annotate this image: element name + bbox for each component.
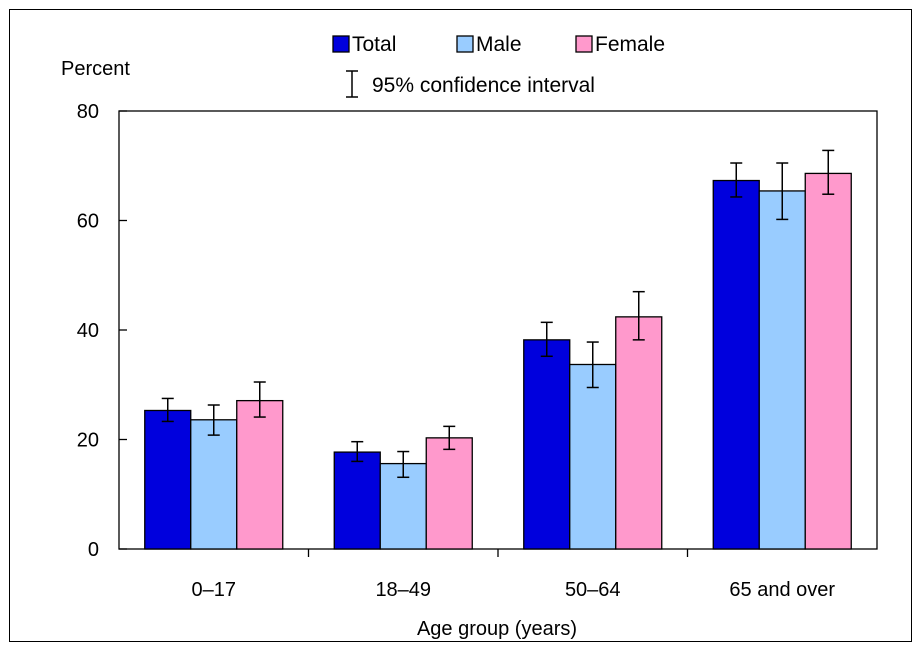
legend-swatch-female xyxy=(575,35,593,53)
y-tick-label: 0 xyxy=(88,539,99,561)
x-tick-label: 18–49 xyxy=(375,579,431,601)
legend-label-ci: 95% confidence interval xyxy=(372,74,595,97)
x-tick-label: 0–17 xyxy=(192,579,237,601)
x-tick-label: 50–64 xyxy=(565,579,621,601)
bar-total-0 xyxy=(144,409,192,550)
y-tick-label: 40 xyxy=(77,320,99,342)
y-tick-label: 20 xyxy=(77,430,99,452)
bar-total-2 xyxy=(523,339,571,550)
bar-total-1 xyxy=(333,451,381,550)
legend-swatch-male xyxy=(456,35,474,53)
legend-label-total: Total xyxy=(352,33,396,56)
bar-female-2 xyxy=(615,316,663,550)
bars xyxy=(144,172,852,550)
y-axis-title: Percent xyxy=(61,58,130,80)
axes xyxy=(118,110,878,557)
y-tick-label: 80 xyxy=(77,101,99,123)
legend-label-female: Female xyxy=(595,33,665,56)
legend: Total Male Female 95% confidence interva… xyxy=(332,33,665,98)
x-axis-title: Age group (years) xyxy=(417,618,577,640)
bar-male-3 xyxy=(758,190,806,550)
bar-female-1 xyxy=(425,437,473,550)
tick-labels: 0 20 40 60 80 0–17 18–49 50–64 65 and over xyxy=(77,101,836,601)
bar-total-3 xyxy=(712,179,760,550)
bar-male-0 xyxy=(190,419,238,550)
x-tick-label: 65 and over xyxy=(729,579,835,601)
bar-female-0 xyxy=(236,399,284,550)
ci-legend-icon xyxy=(346,70,358,98)
bar-male-2 xyxy=(569,363,617,550)
error-bars xyxy=(161,149,835,479)
bar-female-3 xyxy=(804,172,852,550)
legend-swatch-total xyxy=(332,35,350,53)
y-tick-label: 60 xyxy=(77,211,99,233)
legend-label-male: Male xyxy=(476,33,522,56)
